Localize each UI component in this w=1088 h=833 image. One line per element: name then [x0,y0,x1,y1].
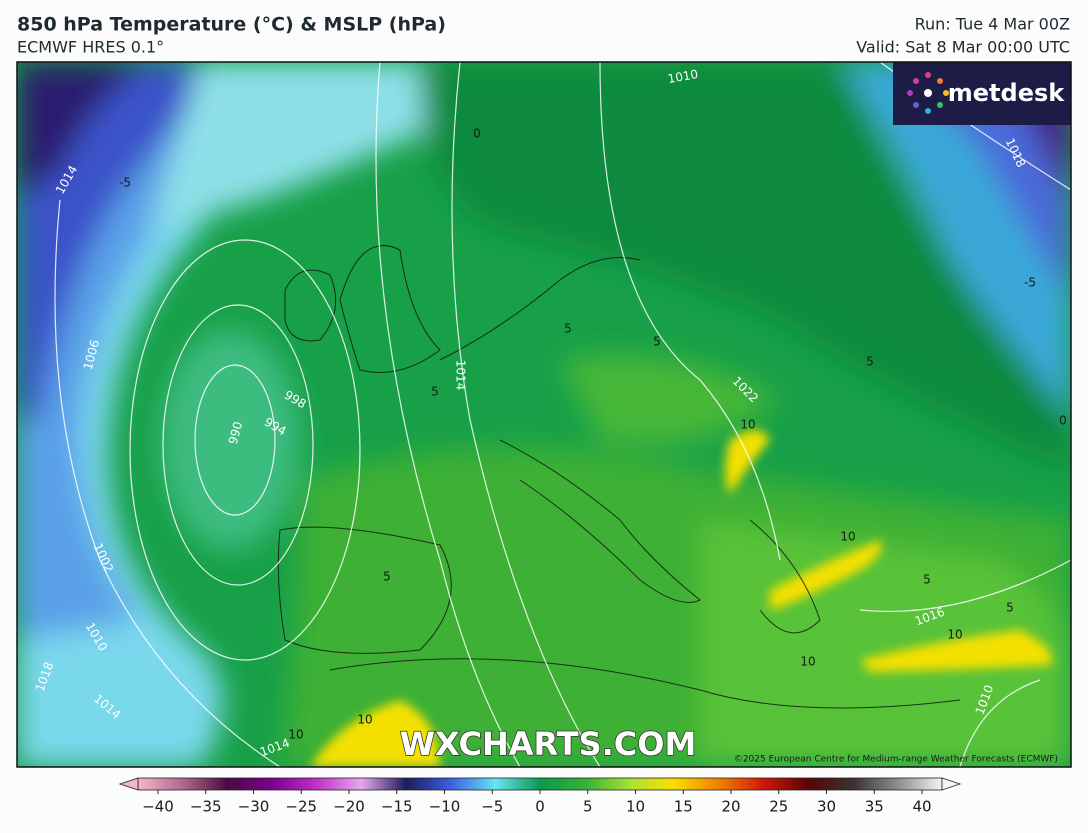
isotherm-label: 0 [1059,414,1067,428]
isotherm-label: 5 [653,335,661,349]
run-time: Run: Tue 4 Mar 00Z [915,15,1070,34]
copyright: ©2025 European Centre for Medium-range W… [734,755,1058,765]
isotherm-label: 5 [866,355,874,369]
colorbar-tick-label: −20 [333,798,365,816]
colorbar-arrow [118,777,139,791]
colorbar-tick-label: 0 [535,798,545,816]
isotherm-label: -5 [119,176,131,190]
valid-time: Valid: Sat 8 Mar 00:00 UTC [856,38,1070,57]
isotherm-label: 10 [740,418,755,432]
map-frame [16,61,1072,768]
colorbar-tick-label: 35 [865,798,884,816]
colorbar-tick-label: −25 [285,798,317,816]
isotherm-label: 10 [288,728,303,742]
isotherm-label: -5 [1024,276,1036,290]
isotherm-label: 10 [947,628,962,642]
colorbar-tick-label: −10 [429,798,461,816]
colorbar-tick-label: 30 [817,798,836,816]
colorbar-tick-label: 10 [626,798,645,816]
isotherm-label: 10 [840,530,855,544]
isobar-label: 990 [226,420,245,446]
isotherm-label: 5 [1006,601,1014,615]
isotherm-label: 10 [800,655,815,669]
isotherm-label: 5 [431,385,439,399]
logo-text: metdesk [948,79,1066,107]
isotherm-label: 5 [923,573,931,587]
colorbar-tick-label: 5 [583,798,593,816]
colorbar-tick-label: 20 [721,798,740,816]
colorbar-tick-label: −30 [238,798,270,816]
logo-box [893,62,1071,125]
colorbar-tick-label: −15 [381,798,413,816]
isotherm-label: 0 [473,127,481,141]
title: 850 hPa Temperature (°C) & MSLP (hPa) [17,14,446,36]
colorbar-tick-label: 15 [674,798,693,816]
colorbar-tick-label: −5 [481,798,503,816]
colorbar-tick-label: −40 [142,798,174,816]
isobar-label: 1014 [454,360,468,391]
colorbar-tick-label: 25 [769,798,788,816]
isotherm-label: 5 [383,570,391,584]
isotherm-label: 5 [564,322,572,336]
isobar-label: 1010 [667,67,700,86]
map: 1010101410069989949901002101010181014101… [17,62,1071,767]
colorbar-tick-label: −35 [190,798,222,816]
watermark: WXCHARTS.COM [400,725,697,763]
subtitle: ECMWF HRES 0.1° [17,38,164,57]
logo-icon [907,72,949,114]
colorbar-tick-label: 40 [912,798,931,816]
colorbar: −40 −35 −30 −25 −20 −15 −10 −5 0 5 10 15 20 25 30 35 40 [118,777,962,816]
colorbar-arrow [941,777,962,791]
colorbar-scale [137,777,943,791]
isotherm-label: 10 [357,713,372,727]
